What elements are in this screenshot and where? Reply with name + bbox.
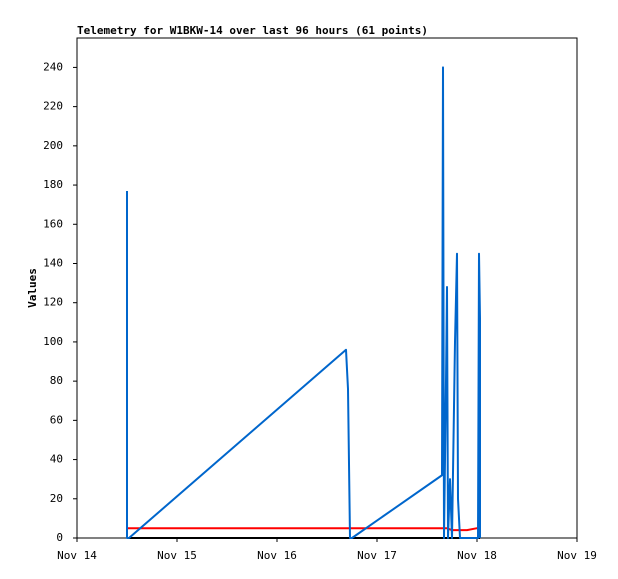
y-tick-label: 200 — [43, 139, 63, 152]
x-tick-label: Nov 14 — [57, 549, 97, 562]
x-tick-label: Nov 16 — [257, 549, 297, 562]
y-tick-label: 120 — [43, 296, 63, 309]
data-line — [126, 66, 481, 539]
y-tick-label: 20 — [50, 492, 63, 505]
y-tick-label: 240 — [43, 60, 63, 73]
y-tick-label: 80 — [50, 374, 63, 387]
x-tick-label: Nov 17 — [357, 549, 397, 562]
y-tick-label: 180 — [43, 178, 63, 191]
x-tick-label: Nov 18 — [457, 549, 497, 562]
y-tick-label: 100 — [43, 335, 63, 348]
y-tick-label: 60 — [50, 413, 63, 426]
y-tick-label: 40 — [50, 453, 63, 466]
x-tick-label: Nov 15 — [157, 549, 197, 562]
y-tick-label: 220 — [43, 100, 63, 113]
x-tick-label: Nov 19 — [557, 549, 597, 562]
y-axis-label: Values — [26, 268, 39, 308]
y-tick-label: 0 — [56, 531, 63, 544]
y-tick-label: 160 — [43, 217, 63, 230]
chart-title: Telemetry for W1BKW-14 over last 96 hour… — [77, 24, 428, 37]
y-tick-label: 140 — [43, 256, 63, 269]
